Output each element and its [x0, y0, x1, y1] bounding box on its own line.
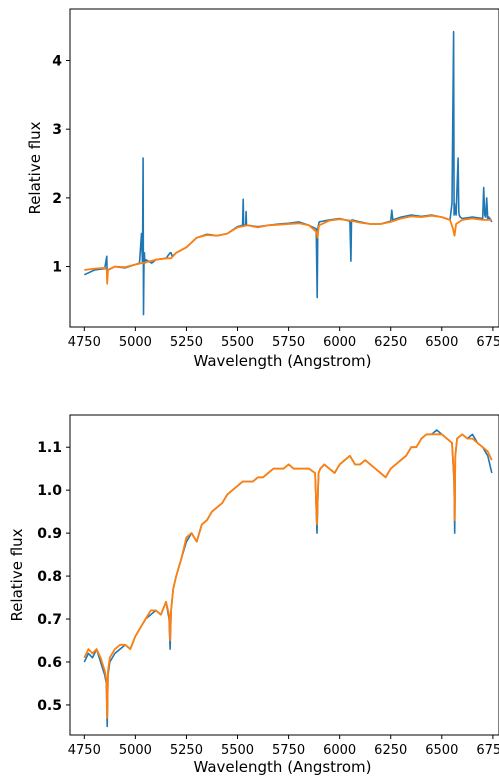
y-tick-label: 1.0 — [37, 483, 62, 499]
x-tick-label: 6000 — [323, 335, 356, 350]
y-tick-label: 3 — [52, 122, 62, 138]
x-tick-label: 5750 — [272, 743, 305, 758]
series-1-line — [83, 429, 493, 728]
x-tick-label: 6000 — [323, 743, 356, 758]
y-tick-label: 0.7 — [37, 612, 62, 628]
y-tick-label: 0.9 — [37, 526, 62, 542]
series-1-line — [83, 30, 493, 316]
x-tick-label: 6500 — [425, 335, 458, 350]
x-axis-label: Wavelength (Angstrom) — [193, 758, 371, 776]
series-2-line — [84, 214, 492, 285]
x-tick-label: 5500 — [221, 335, 254, 350]
x-tick-label: 5250 — [170, 335, 203, 350]
x-tick-label: 5250 — [170, 743, 203, 758]
y-tick-label: 1 — [52, 260, 62, 276]
x-axis-label: Wavelength (Angstrom) — [193, 352, 371, 370]
y-tick-label: 1.1 — [37, 440, 62, 456]
x-tick-label: 4750 — [68, 335, 101, 350]
axes-frame — [69, 414, 499, 736]
x-tick-label: 6250 — [374, 743, 407, 758]
x-tick-label: 6250 — [374, 335, 407, 350]
y-tick-label: 4 — [52, 54, 62, 70]
y-axis-label: Relative flux — [8, 528, 26, 621]
y-tick-label: 0.6 — [37, 655, 62, 671]
x-tick-label: 5750 — [272, 335, 305, 350]
y-axis-label: Relative flux — [26, 121, 44, 214]
y-tick-label: 0.5 — [37, 698, 62, 714]
series-2-line — [83, 433, 493, 719]
x-tick-label: 6500 — [425, 743, 458, 758]
x-tick-label: 5000 — [119, 743, 152, 758]
x-tick-label: 5500 — [221, 743, 254, 758]
y-tick-label: 0.8 — [37, 569, 62, 585]
x-tick-label: 5000 — [119, 335, 152, 350]
x-tick-label: 4750 — [68, 743, 101, 758]
y-tick-label: 2 — [52, 191, 62, 207]
axes-frame — [69, 8, 499, 328]
